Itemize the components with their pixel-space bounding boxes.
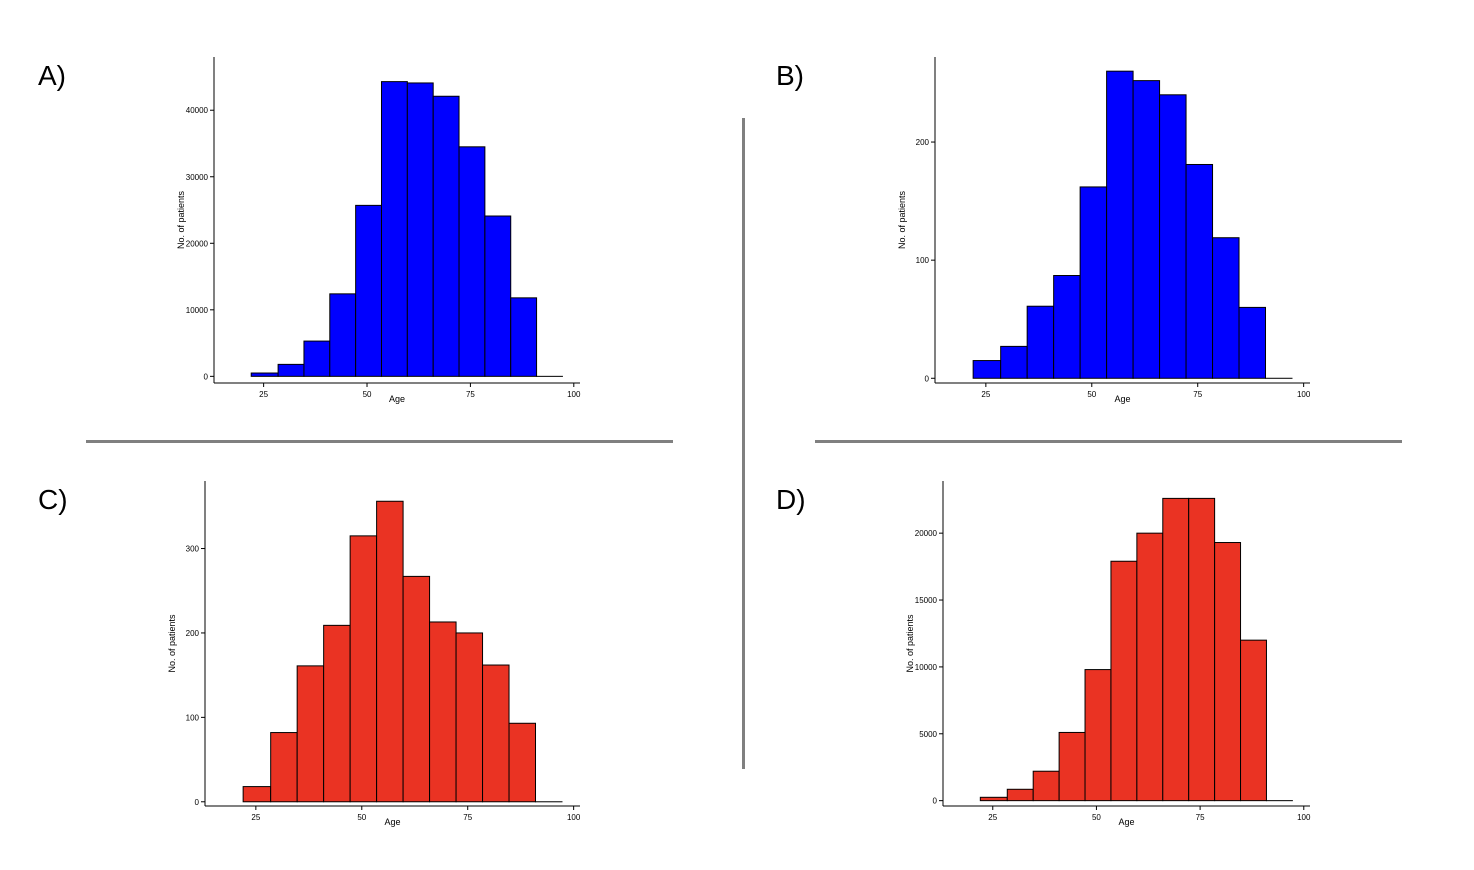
histogram-bar	[1032, 770, 1060, 802]
histogram-bar	[429, 621, 457, 803]
y-tick-label: 300	[186, 545, 200, 554]
histogram-bar	[349, 535, 378, 803]
histogram-bar	[1079, 186, 1108, 379]
histogram-bar	[1238, 306, 1267, 379]
y-tick-label: 20000	[915, 529, 938, 538]
y-tick-label: 0	[933, 797, 938, 806]
histogram-bar	[484, 215, 512, 377]
histogram-bar	[1000, 345, 1028, 379]
histogram-bar	[1058, 731, 1086, 802]
vertical-divider	[742, 118, 745, 769]
x-tick-label: 75	[1196, 813, 1205, 822]
x-tick-label: 75	[466, 390, 475, 399]
histogram-bar	[1136, 532, 1164, 802]
histogram-bar	[376, 500, 404, 803]
x-axis-title: Age	[384, 817, 400, 827]
y-tick-label: 0	[195, 798, 200, 807]
y-tick-label: 30000	[186, 173, 209, 182]
x-tick-label: 100	[1297, 813, 1311, 822]
y-tick-label: 0	[204, 372, 209, 381]
panel-label-d: D)	[776, 484, 806, 515]
histogram-bar	[1188, 497, 1216, 802]
x-tick-label: 25	[251, 813, 260, 822]
x-axis-title: Age	[389, 394, 405, 404]
histogram-bar	[1240, 639, 1267, 802]
histogram-bar	[1159, 94, 1187, 379]
histogram-bar	[329, 293, 357, 377]
histogram-bar	[1110, 560, 1138, 802]
histogram-bar	[1084, 669, 1112, 802]
x-tick-label: 25	[988, 813, 997, 822]
y-tick-label: 0	[925, 374, 930, 383]
histogram-bar	[1132, 80, 1161, 379]
horizontal-divider-left	[86, 440, 673, 443]
bars	[250, 81, 563, 377]
y-tick-label: 10000	[186, 306, 209, 315]
x-tick-label: 25	[259, 390, 268, 399]
x-axis-title: Age	[1118, 817, 1134, 827]
panel-label-b: B)	[776, 60, 804, 91]
x-tick-label: 75	[463, 813, 472, 822]
histogram-bar	[510, 297, 538, 377]
panel-label-a: A)	[38, 60, 66, 91]
y-axis-title: No. of patients	[176, 190, 186, 249]
histogram-bar	[455, 632, 484, 803]
x-axis-title: Age	[1114, 394, 1130, 404]
x-tick-label: 100	[567, 813, 581, 822]
y-tick-label: 100	[916, 256, 930, 265]
y-tick-label: 15000	[915, 596, 938, 605]
histogram-bar	[1214, 542, 1242, 802]
bars	[972, 70, 1293, 379]
histogram-bar	[406, 82, 434, 377]
histogram-bar	[979, 796, 1008, 802]
histogram-bar	[1053, 275, 1081, 379]
histogram-bar	[432, 95, 460, 377]
y-tick-label: 200	[916, 138, 930, 147]
histogram-bar	[1212, 237, 1240, 379]
x-tick-label: 50	[363, 390, 372, 399]
y-axis-title: No. of patients	[167, 614, 177, 673]
y-tick-label: 100	[186, 713, 200, 722]
histogram-bar	[1006, 788, 1034, 802]
bars	[242, 500, 563, 803]
histogram-bar	[270, 732, 298, 803]
horizontal-divider-right	[815, 440, 1402, 443]
y-tick-label: 200	[186, 629, 200, 638]
histogram-bar	[380, 81, 408, 377]
x-tick-label: 50	[1092, 813, 1101, 822]
histogram-bar	[1162, 497, 1190, 802]
y-tick-label: 20000	[186, 239, 209, 248]
bars	[979, 497, 1293, 802]
y-axis-title: No. of patients	[897, 190, 907, 249]
histogram-bar	[323, 624, 351, 803]
x-tick-label: 50	[1087, 390, 1096, 399]
y-axis-title: No. of patients	[905, 614, 915, 673]
x-tick-label: 100	[1297, 390, 1311, 399]
y-tick-label: 10000	[915, 663, 938, 672]
x-tick-label: 25	[981, 390, 990, 399]
histogram-bar	[303, 340, 331, 377]
x-tick-label: 100	[567, 390, 581, 399]
x-tick-label: 50	[357, 813, 366, 822]
histogram-bar	[1026, 305, 1055, 379]
histogram-bar	[508, 722, 537, 803]
y-tick-label: 40000	[186, 106, 209, 115]
panel-label-c: C)	[38, 484, 68, 515]
x-tick-label: 75	[1193, 390, 1202, 399]
histogram-bar	[355, 204, 382, 377]
y-tick-label: 5000	[919, 730, 937, 739]
